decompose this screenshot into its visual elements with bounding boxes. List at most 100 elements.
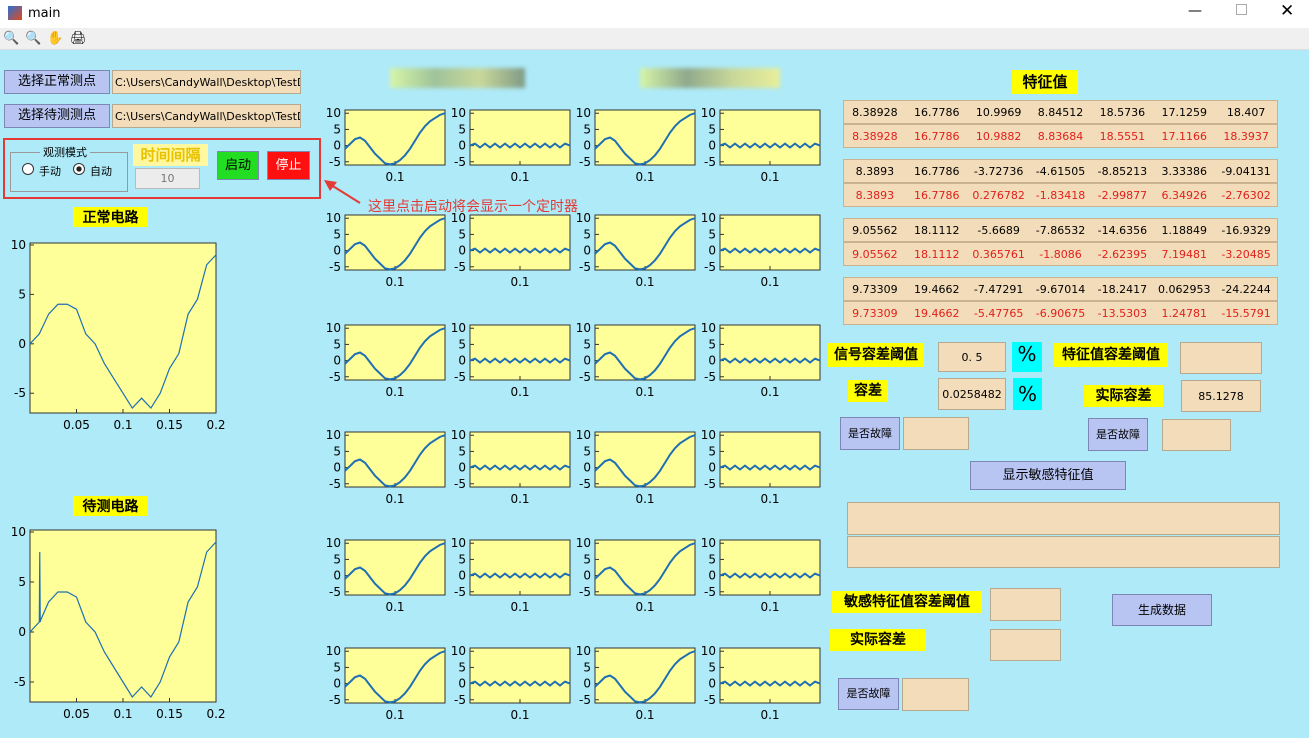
start-button[interactable]: 启动	[217, 151, 259, 180]
highlight-box	[3, 138, 321, 199]
select-normal-button[interactable]: 选择正常测点	[4, 70, 110, 94]
plot: 10 5 0 -5 0.1	[326, 321, 446, 399]
y-tick-label: -5	[704, 155, 716, 169]
plot-area	[469, 214, 571, 271]
stop-button[interactable]: 停止	[267, 151, 310, 180]
y-tick-label: 10	[451, 106, 466, 120]
y-tick-label: 5	[708, 552, 716, 566]
feature-value: -9.67014	[1035, 282, 1086, 296]
y-tick-label: 0	[18, 337, 26, 351]
x-tick-label: 0.1	[635, 275, 654, 289]
input[interactable]: 0. 5	[938, 342, 1006, 372]
pan[interactable]: ✋	[47, 31, 64, 46]
window-title: main	[28, 6, 61, 21]
plot-area	[29, 529, 217, 703]
maximize[interactable]	[1236, 4, 1247, 15]
plot: 10 5 0 -5 0.1	[701, 321, 821, 399]
y-tick-label: -5	[579, 370, 591, 384]
radio-manual[interactable]	[22, 163, 34, 175]
waveform	[344, 112, 446, 166]
input[interactable]: 85.1278	[1181, 380, 1261, 412]
x-tick-label: 0.1	[510, 170, 529, 184]
x-tick-label: 0.1	[385, 275, 404, 289]
feature-row: 9.73309 19.4662 -5.47765 -6.90675 -13.5303 1.…	[843, 301, 1278, 325]
waveform	[344, 542, 446, 596]
fault-button[interactable]: 是否故障	[840, 417, 900, 450]
feature-row: 8.3893 16.7786 0.276782 -1.83418 -2.99877 6.3…	[843, 183, 1278, 207]
interval-input[interactable]: 10	[135, 168, 200, 189]
y-tick-label: -5	[579, 693, 591, 707]
plot: 10 5 0 -5 0.1	[576, 536, 696, 614]
path-field[interactable]: C:\Users\CandyWall\Desktop\TestData\	[112, 70, 301, 94]
label: 敏感特征值容差阈值	[832, 591, 982, 613]
y-tick-label: 0	[458, 569, 466, 583]
feature-value: 16.7786	[914, 164, 960, 178]
zoom-in[interactable]: 🔍	[3, 31, 20, 46]
x-tick-label: 0.1	[510, 600, 529, 614]
plot: 10 5 0 -5 0.1	[576, 106, 696, 184]
feature-value: 19.4662	[914, 282, 960, 296]
input[interactable]: 0.0258482	[938, 378, 1006, 410]
select-test-button[interactable]: 选择待测测点	[4, 104, 110, 128]
x-tick-label: 0.05	[63, 418, 90, 432]
plot-area	[469, 431, 571, 488]
mode-group-title: 观测模式	[40, 144, 90, 160]
y-tick-label: 5	[708, 122, 716, 136]
feature-value: 1.18849	[1161, 223, 1207, 237]
y-tick-label: -5	[329, 155, 341, 169]
annotation-arrow	[324, 180, 361, 204]
input[interactable]	[990, 588, 1061, 621]
close[interactable]: ✕	[1280, 1, 1295, 21]
plot: 10 5 0 -5 0.1	[701, 536, 821, 614]
y-tick-label: 10	[701, 536, 716, 550]
y-tick-label: 10	[326, 428, 341, 442]
feature-value: -9.04131	[1221, 164, 1271, 178]
y-tick-label: 0	[333, 354, 341, 368]
minimize[interactable]: —	[1188, 3, 1202, 19]
y-tick-label: 0	[333, 677, 341, 691]
y-tick-label: -5	[704, 693, 716, 707]
feature-value: 17.1259	[1161, 105, 1207, 119]
waveform	[344, 217, 446, 271]
x-tick-label: 0.1	[760, 600, 779, 614]
label: 实际容差	[1084, 385, 1163, 407]
x-tick-label: 0.1	[635, 600, 654, 614]
fault-button[interactable]: 是否故障	[838, 678, 899, 710]
waveform	[469, 357, 571, 364]
output	[1162, 419, 1231, 451]
y-tick-label: 0	[18, 625, 26, 639]
y-tick-label: 10	[576, 211, 591, 225]
y-tick-label: 10	[451, 211, 466, 225]
zoom-out[interactable]: 🔍	[25, 31, 42, 46]
print[interactable]: 🖨	[70, 31, 87, 46]
x-tick-label: 0.1	[760, 170, 779, 184]
feature-value: -4.61505	[1035, 164, 1086, 178]
plot-title: 待测电路	[73, 496, 148, 516]
waveform	[344, 650, 446, 704]
y-tick-label: -5	[704, 585, 716, 599]
path-field[interactable]: C:\Users\CandyWall\Desktop\TestData\	[112, 104, 301, 128]
plot: 10 5 0 -5 0.1	[326, 106, 446, 184]
label: 信号容差阈值	[828, 343, 924, 367]
input[interactable]	[990, 629, 1061, 661]
x-tick-label: 0.15	[156, 707, 183, 721]
fault-button[interactable]: 是否故障	[1088, 418, 1148, 451]
feature-value: -14.6356	[1097, 223, 1148, 237]
feature-value: -2.99877	[1097, 188, 1148, 202]
y-tick-label: 0	[333, 569, 341, 583]
show-sensitive-button[interactable]: 显示敏感特征值	[970, 461, 1126, 490]
input[interactable]	[1180, 342, 1262, 374]
generate-button[interactable]: 生成数据	[1112, 594, 1212, 626]
y-tick-label: -5	[579, 155, 591, 169]
feature-value: 18.5551	[1099, 129, 1146, 143]
waveform	[594, 327, 696, 381]
percent: %	[1013, 378, 1042, 410]
y-tick-label: -5	[579, 477, 591, 491]
y-tick-label: 5	[583, 552, 591, 566]
y-tick-label: 5	[18, 575, 26, 589]
y-tick-label: 5	[458, 444, 466, 458]
radio-auto[interactable]	[73, 163, 85, 175]
y-tick-label: -5	[704, 370, 716, 384]
feature-value: 9.05562	[852, 223, 898, 237]
x-tick-label: 0.1	[760, 708, 779, 722]
